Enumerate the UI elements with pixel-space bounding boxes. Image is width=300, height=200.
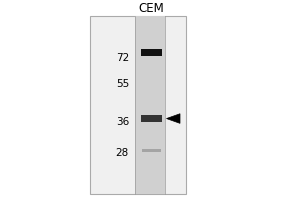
Text: 72: 72 [116,53,129,63]
Text: 28: 28 [116,148,129,158]
Text: 55: 55 [116,79,129,89]
Bar [90,16,186,194]
Bar [141,115,162,122]
Bar [142,149,161,152]
Text: 36: 36 [116,117,129,127]
Text: CEM: CEM [139,2,164,15]
Bar [135,16,165,194]
Polygon shape [167,114,180,123]
Bar [141,49,162,56]
